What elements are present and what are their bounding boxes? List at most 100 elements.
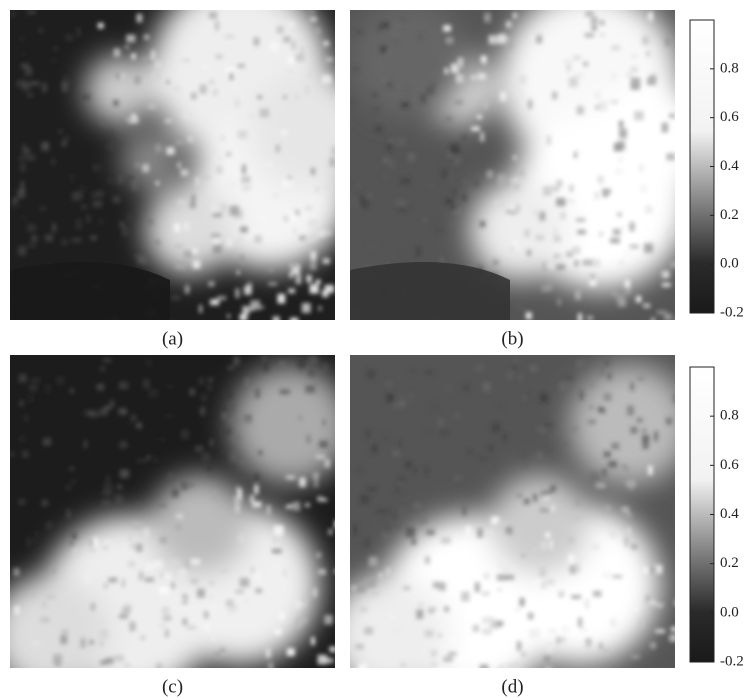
speckle	[389, 139, 394, 142]
speckle	[263, 356, 266, 360]
speckle	[323, 41, 329, 45]
speckle	[27, 93, 34, 97]
speckle	[606, 362, 611, 365]
speckle	[182, 618, 187, 625]
cloud	[570, 365, 690, 485]
speckle	[425, 466, 428, 475]
speckle	[70, 174, 73, 182]
speckle	[497, 574, 507, 580]
speckle	[301, 602, 306, 605]
speckle	[400, 400, 406, 407]
speckle	[437, 419, 443, 426]
speckle	[80, 638, 85, 648]
speckle	[73, 192, 82, 200]
speckle	[27, 224, 36, 232]
speckle	[205, 624, 209, 630]
speckle	[395, 395, 404, 398]
speckle	[435, 610, 444, 617]
panel-caption: (b)	[501, 328, 523, 349]
speckle	[223, 389, 232, 398]
speckle	[394, 525, 402, 529]
speckle	[235, 503, 240, 513]
speckle	[467, 407, 470, 410]
speckle	[512, 178, 520, 181]
speckle	[161, 573, 164, 578]
speckle	[625, 287, 630, 295]
speckle	[296, 54, 305, 62]
speckle	[310, 251, 316, 260]
speckle	[549, 454, 555, 461]
speckle	[630, 245, 639, 249]
speckle	[165, 119, 171, 122]
speckle	[474, 181, 479, 186]
speckle	[585, 642, 589, 648]
speckle	[293, 502, 301, 511]
speckle	[510, 246, 516, 252]
speckle	[329, 529, 333, 535]
speckle	[116, 495, 123, 504]
speckle	[46, 521, 52, 529]
speckle	[516, 494, 522, 498]
speckle	[451, 205, 457, 209]
speckle	[539, 567, 545, 576]
speckle	[595, 93, 600, 98]
speckle	[402, 663, 405, 668]
speckle	[116, 73, 120, 80]
speckle	[423, 219, 427, 222]
speckle	[266, 505, 270, 515]
speckle	[310, 260, 317, 269]
speckle	[388, 142, 391, 152]
speckle	[220, 648, 225, 652]
speckle	[498, 561, 505, 568]
speckle	[162, 607, 169, 615]
speckle	[195, 446, 203, 452]
speckle	[235, 288, 239, 298]
speckle	[279, 361, 285, 366]
speckle	[242, 164, 246, 173]
speckle	[520, 170, 523, 176]
speckle	[457, 202, 461, 207]
speckle	[137, 257, 145, 264]
speckle	[277, 294, 285, 304]
speckle	[351, 100, 355, 106]
speckle	[25, 67, 33, 76]
speckle	[240, 226, 248, 232]
speckle	[585, 599, 590, 608]
speckle	[612, 292, 616, 295]
speckle	[456, 74, 464, 83]
speckle	[574, 260, 578, 267]
speckle	[241, 176, 250, 183]
speckle	[255, 388, 260, 398]
speckle	[581, 628, 587, 631]
speckle	[662, 271, 670, 278]
speckle	[539, 212, 545, 221]
speckle	[184, 251, 193, 259]
speckle	[317, 497, 322, 502]
speckle	[546, 262, 556, 267]
speckle	[618, 298, 626, 307]
speckle	[191, 559, 200, 564]
speckle	[302, 303, 311, 313]
speckle	[226, 152, 231, 157]
speckle	[317, 229, 326, 237]
speckle	[492, 461, 497, 471]
speckle	[225, 35, 234, 38]
speckle	[20, 163, 26, 172]
cloud	[350, 0, 470, 120]
speckle	[448, 652, 457, 656]
speckle	[565, 471, 570, 478]
speckle	[425, 556, 430, 564]
speckle	[233, 84, 238, 90]
speckle	[523, 395, 529, 400]
speckle	[76, 219, 82, 229]
speckle	[603, 393, 611, 401]
speckle	[260, 306, 264, 309]
speckle	[376, 241, 380, 244]
speckle	[407, 153, 415, 161]
speckle	[513, 156, 516, 160]
speckle	[520, 452, 528, 459]
speckle	[201, 394, 207, 401]
speckle	[266, 648, 271, 658]
speckle	[443, 657, 453, 662]
speckle	[594, 244, 603, 247]
